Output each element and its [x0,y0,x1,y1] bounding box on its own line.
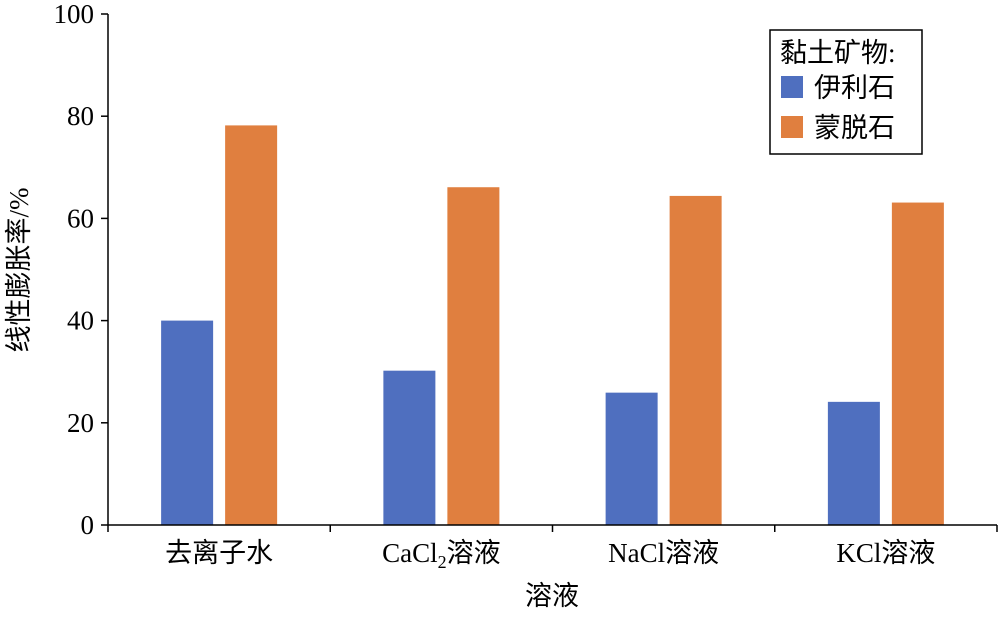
y-tick-label: 100 [54,0,95,29]
bar [225,125,278,525]
x-ticks-layer: 去离子水 CaCl2溶液 NaCl溶液 KCl溶液 [107,525,998,572]
y-tick-label: 20 [67,408,94,438]
x-tick-label: NaCl溶液 [608,538,719,568]
bar [383,370,436,525]
bar [161,320,214,525]
x-axis-label: 溶液 [525,581,579,611]
x-tick-label: KCl溶液 [836,538,935,568]
y-tick-label: 40 [67,306,94,336]
y-tick-label: 80 [67,101,94,131]
y-ticks-layer: 0 20 40 60 80 100 [54,0,108,540]
legend-title: 黏土矿物: [780,38,896,68]
bar [827,401,880,525]
legend-label: 蒙脱石 [814,113,895,143]
y-tick-label: 60 [67,203,94,233]
x-tick-label: CaCl2溶液 [382,538,501,572]
bar [669,195,722,525]
y-tick-label: 0 [81,510,95,540]
bar [891,202,944,525]
bars-layer [161,125,944,525]
legend-label: 伊利石 [814,73,895,103]
y-axis-label: 线性膨胀率/% [4,188,34,353]
x-tick-label: 去离子水 [165,538,273,568]
legend-swatch [781,76,803,98]
bar [605,392,658,525]
bar [447,187,500,525]
legend-swatch [781,116,803,138]
